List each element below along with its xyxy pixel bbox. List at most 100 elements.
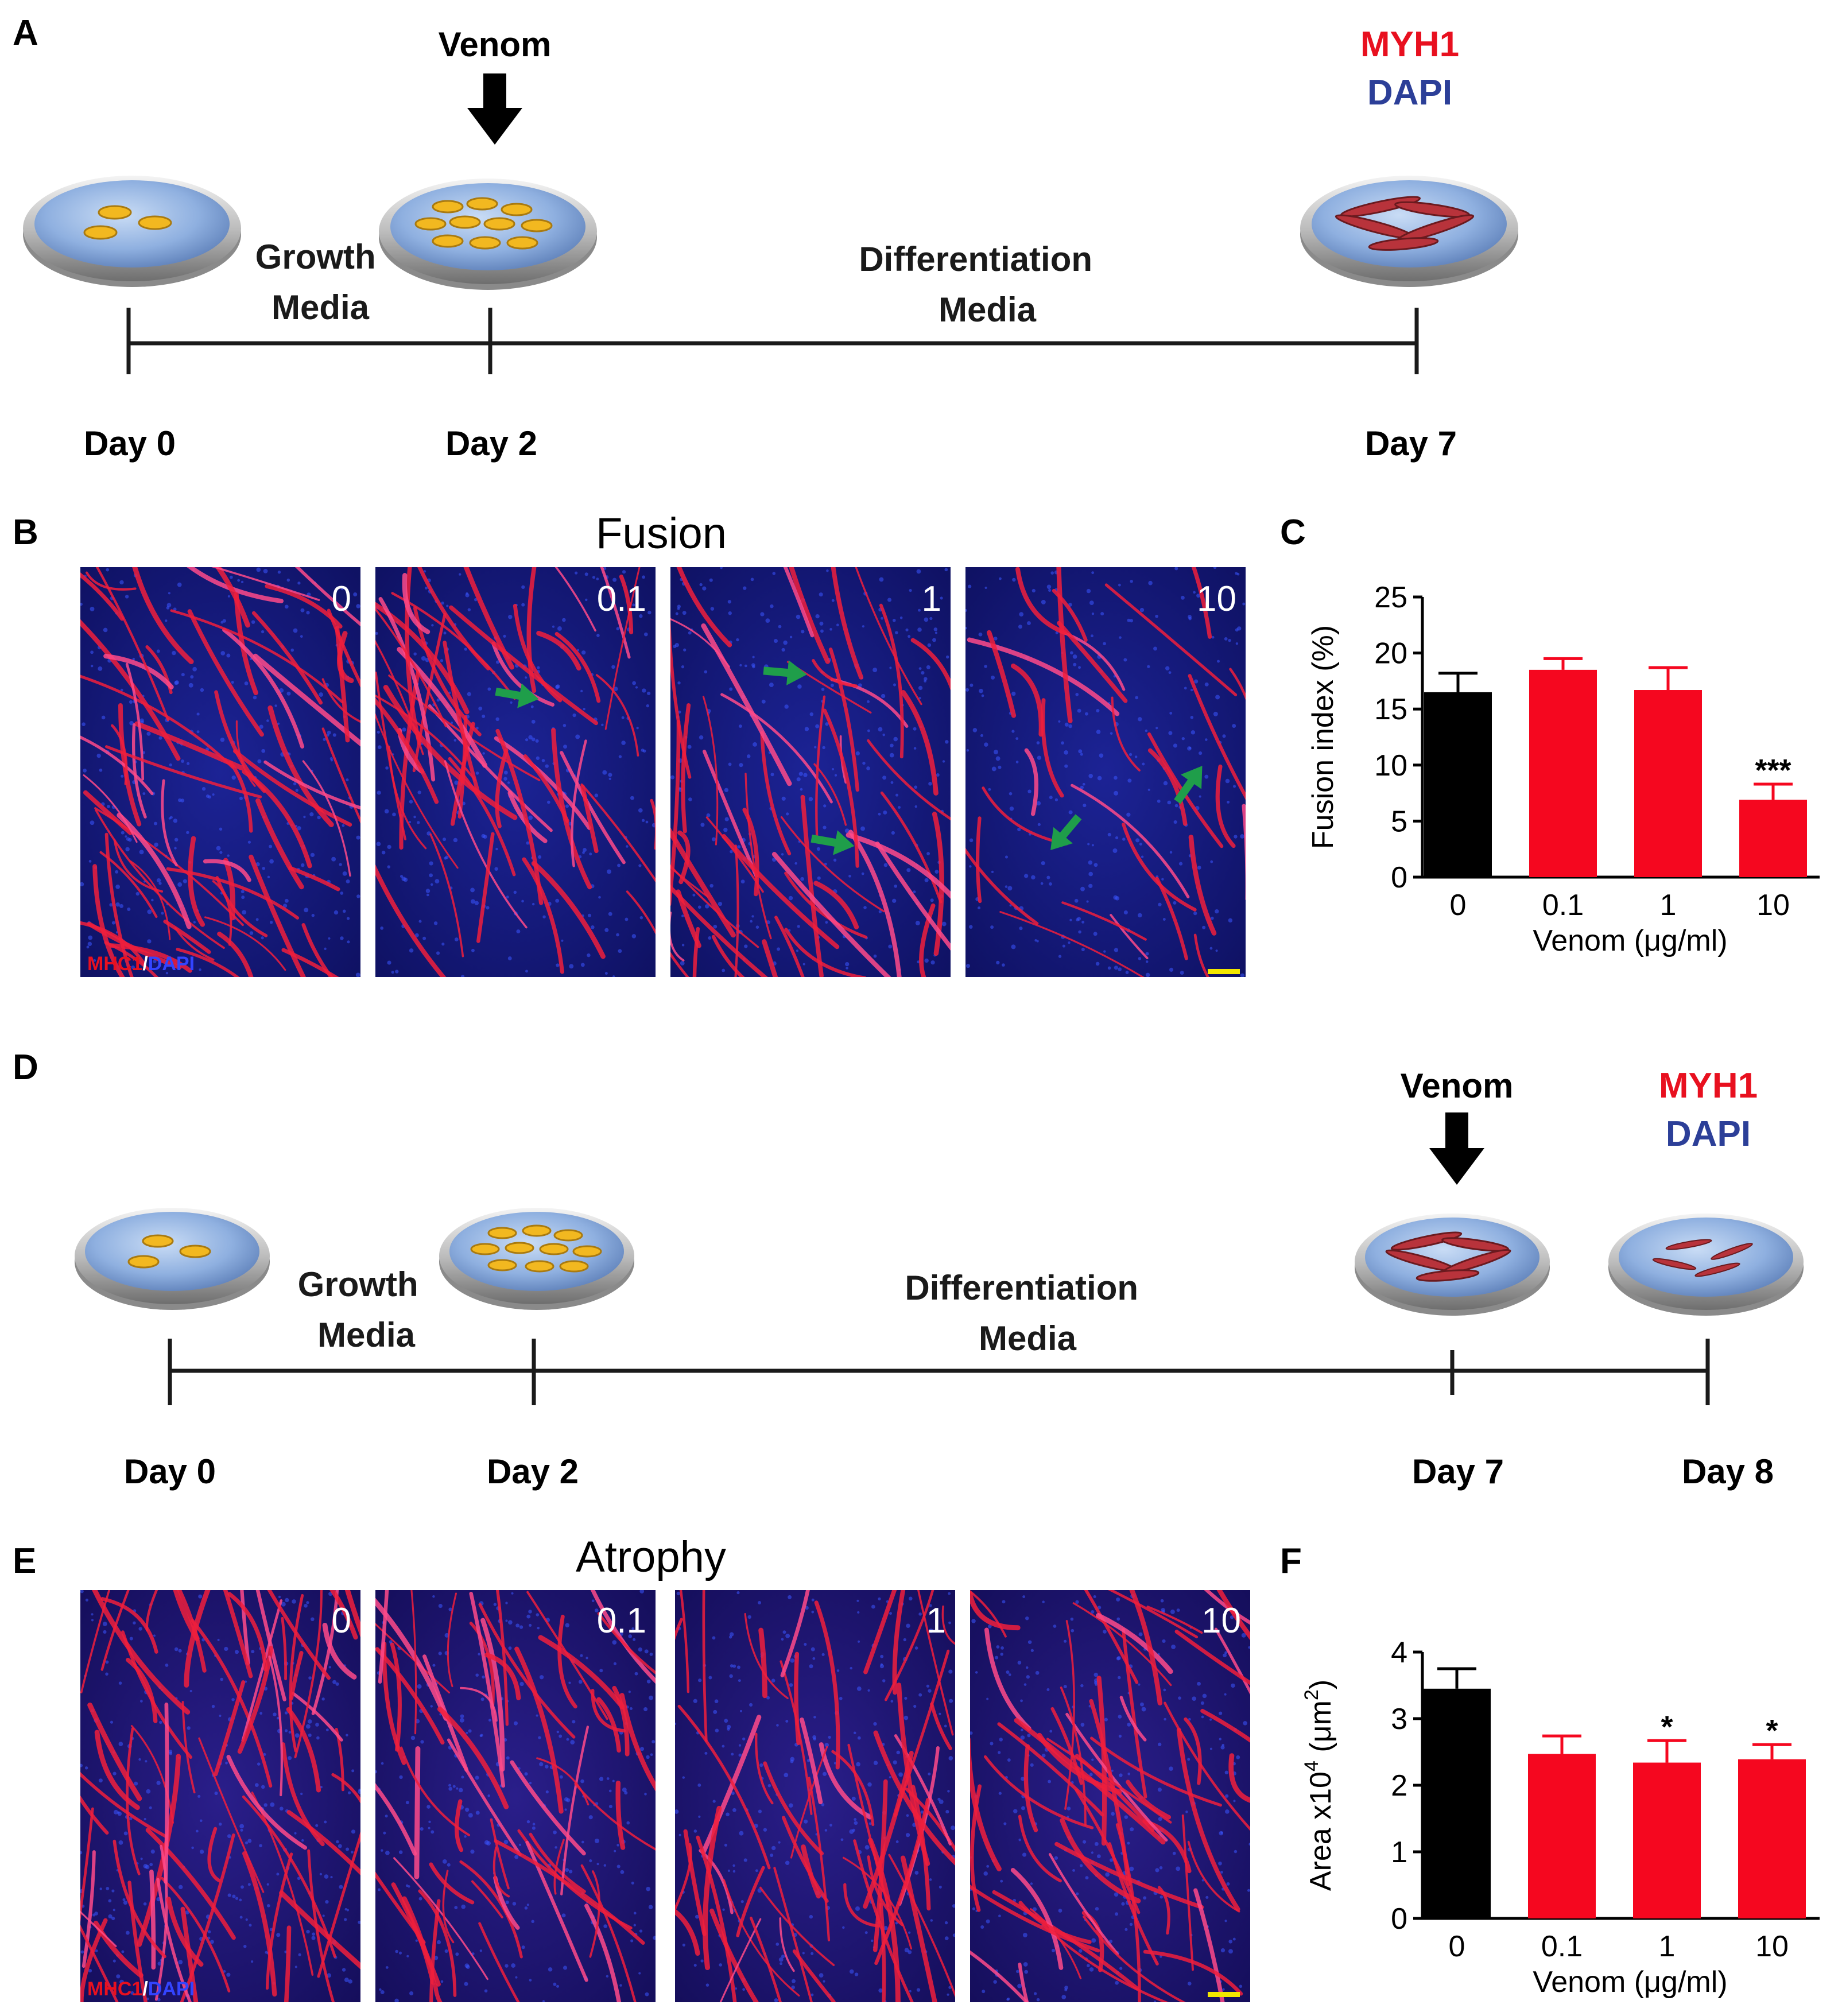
growth-media-line1: Growth <box>298 1265 418 1304</box>
panel-d-letter: D <box>13 1048 38 1087</box>
significance-label: * <box>1766 1713 1778 1748</box>
y-tick-label: 0 <box>1391 1902 1407 1936</box>
x-tick-label: 0.1 <box>1541 1930 1583 1963</box>
bar <box>1423 1688 1491 1918</box>
dish-day2-icon <box>439 1208 634 1310</box>
micrograph-fusion-0.1: 0.1 <box>375 567 656 977</box>
stain-sep: / <box>142 1978 148 2000</box>
concentration-label: 0 <box>332 579 351 619</box>
myh1-label: MYH1 <box>1659 1066 1758 1106</box>
y-tick-label: 2 <box>1391 1769 1407 1802</box>
x-tick-label: 10 <box>1756 889 1790 922</box>
growth-media-line2: Media <box>317 1316 416 1354</box>
bar <box>1529 669 1597 877</box>
micrograph-atrophy-0: 0 MHC1/DAPI <box>80 1590 360 2002</box>
x-axis-label: Venom (μg/ml) <box>1533 1965 1727 1999</box>
stain-dapi: DAPI <box>148 953 195 975</box>
bar <box>1633 1762 1701 1918</box>
growth-media-line1: Growth <box>255 238 376 276</box>
micrograph-texture <box>675 1590 955 2002</box>
growth-media-label: Growth Media <box>298 1265 428 1354</box>
dish-day8-icon <box>1608 1214 1804 1316</box>
myh1-label: MYH1 <box>1360 25 1459 64</box>
micrograph-atrophy-10: 10 <box>970 1590 1250 2002</box>
day-label: Day 7 <box>1412 1452 1504 1491</box>
micrograph-texture <box>375 567 656 977</box>
bar <box>1528 1754 1596 1918</box>
bar <box>1739 800 1807 877</box>
concentration-label: 0.1 <box>597 579 646 619</box>
day-label: Day 8 <box>1682 1452 1774 1491</box>
y-axis-label-part: ) <box>1304 1680 1337 1689</box>
panel-c-letter: C <box>1280 513 1306 552</box>
stain-label: MHC1/DAPI <box>87 1978 195 2000</box>
concentration-label: 1 <box>922 579 941 619</box>
differentiation-media-label: Differentiation Media <box>905 1269 1147 1358</box>
concentration-label: 0.1 <box>597 1601 646 1641</box>
day-label: Day 0 <box>84 424 176 463</box>
x-tick-label: 0 <box>1450 889 1467 922</box>
y-axis-label: Area x104 (μm2) <box>1301 1680 1337 1891</box>
growth-media-label: Growth Media <box>255 238 386 327</box>
day-label: Day 7 <box>1365 424 1457 463</box>
day-label: Day 0 <box>124 1452 216 1491</box>
x-tick-label: 0 <box>1449 1930 1465 1963</box>
panel-b-letter: B <box>13 513 38 552</box>
stain-mhc1: MHC1 <box>87 953 142 975</box>
panel-e-title: Atrophy <box>576 1533 726 1581</box>
venom-arrow-icon <box>467 73 522 145</box>
panel-b: B Fusion 0 MHC1/DAPI 0.1 1 10 <box>13 509 1246 977</box>
venom-label: Venom <box>1401 1067 1514 1105</box>
micrograph-fusion-1: 1 <box>670 567 951 977</box>
y-axis-label-part: 2 <box>1301 1689 1323 1700</box>
y-tick-label: 25 <box>1374 581 1407 614</box>
panel-b-title: Fusion <box>596 509 727 558</box>
micrograph-texture <box>80 1590 360 2002</box>
y-tick-label: 5 <box>1391 805 1407 838</box>
dapi-label: DAPI <box>1367 73 1452 113</box>
panel-f-letter: F <box>1280 1541 1302 1581</box>
panel-a: A Venom MYH1 DAPI <box>13 13 1518 463</box>
day-label: Day 2 <box>487 1452 579 1491</box>
micrograph-atrophy-1: 1 <box>675 1590 955 2002</box>
scale-bar <box>1208 1992 1240 1997</box>
micrograph-texture <box>80 567 360 977</box>
scale-bar <box>1208 969 1240 974</box>
micrograph-texture <box>965 567 1246 977</box>
differentiation-media-label: Differentiation Media <box>859 240 1102 329</box>
y-tick-label: 4 <box>1391 1636 1407 1669</box>
dish-day0-icon <box>23 176 241 287</box>
significance-label: *** <box>1755 753 1791 788</box>
x-tick-label: 0.1 <box>1542 889 1584 922</box>
timeline-a <box>126 308 1419 374</box>
green-arrow-icon <box>1050 814 1082 851</box>
green-arrow-icon <box>811 830 855 855</box>
dish-day2-icon <box>379 179 597 290</box>
day-label: Day 2 <box>445 424 537 463</box>
differentiation-media-line2: Media <box>939 290 1037 329</box>
x-tick-label: 10 <box>1755 1930 1789 1963</box>
stain-mhc1: MHC1 <box>87 1978 142 2000</box>
panel-d: D Venom MYH1 DAPI <box>13 1048 1804 1491</box>
y-tick-label: 20 <box>1374 637 1407 670</box>
growth-media-line2: Media <box>272 288 370 327</box>
panel-e: E Atrophy 0 MHC1/DAPI 0.1 1 10 <box>13 1533 1250 2002</box>
micrograph-fusion-0: 0 MHC1/DAPI <box>80 567 360 977</box>
concentration-label: 10 <box>1201 1601 1241 1641</box>
micrograph-texture <box>670 567 951 977</box>
x-tick-label: 1 <box>1660 889 1677 922</box>
venom-label: Venom <box>439 25 552 64</box>
dish-day7-icon <box>1300 176 1518 287</box>
dapi-label: DAPI <box>1666 1114 1751 1154</box>
concentration-label: 0 <box>332 1601 351 1641</box>
concentration-label: 1 <box>926 1601 946 1641</box>
stain-label: MHC1/DAPI <box>87 953 195 975</box>
concentration-label: 10 <box>1197 579 1236 619</box>
dish-day7-icon <box>1355 1214 1550 1316</box>
y-axis-label-part: Area x10 <box>1304 1771 1337 1891</box>
chart-fusion-index: 0 5 10 15 20 25 0 0.1 1 10 *** Venom (μg/ml) Fusion … <box>1306 581 1820 957</box>
significance-label: * <box>1661 1709 1673 1744</box>
